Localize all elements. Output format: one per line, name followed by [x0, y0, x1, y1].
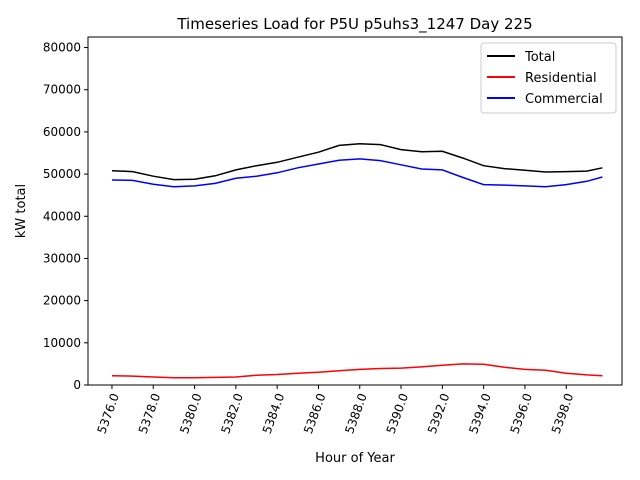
x-axis: 5376.0 5378.0 5380.0 5382.0 5384.0 5386.0 5388… — [95, 385, 577, 436]
x-tick-label: 5376.0 — [95, 391, 123, 435]
x-tick-label: 5386.0 — [301, 391, 329, 435]
y-tick-label: 20000 — [43, 294, 81, 308]
series-line-total — [111, 142, 603, 181]
y-tick-label: 50000 — [43, 167, 81, 181]
y-tick-label: 0 — [73, 378, 81, 392]
x-tick-label: 5380.0 — [177, 391, 205, 435]
y-tick-label: 40000 — [43, 209, 81, 223]
x-tick-label: 5396.0 — [508, 391, 536, 435]
y-axis-label: kW total — [14, 184, 29, 238]
y-tick-label: 70000 — [43, 83, 81, 97]
x-tick-label: 5378.0 — [136, 391, 164, 435]
y-tick-label: 30000 — [43, 251, 81, 265]
x-tick-label: 5382.0 — [218, 391, 246, 435]
chart-title: Timeseries Load for P5U p5uhs3_1247 Day … — [176, 15, 532, 34]
x-axis-label: Hour of Year — [315, 451, 395, 466]
x-tick-label: 5388.0 — [342, 391, 370, 435]
y-tick-label: 60000 — [43, 125, 81, 139]
series-lines — [111, 142, 603, 379]
legend-label-residential: Residential — [525, 71, 597, 86]
x-tick-label: 5384.0 — [260, 391, 288, 435]
x-tick-label: 5392.0 — [425, 391, 453, 435]
x-tick-label: 5390.0 — [384, 391, 412, 435]
legend: Total Residential Commercial — [480, 42, 617, 114]
legend-box — [480, 42, 617, 114]
x-tick-label: 5398.0 — [549, 391, 577, 435]
y-tick-label: 10000 — [43, 336, 81, 350]
series-line-residential — [111, 363, 603, 379]
plot-frame — [87, 36, 623, 386]
x-tick-label: 5394.0 — [466, 391, 494, 435]
y-tick-label: 80000 — [43, 41, 81, 55]
series-line-commercial — [111, 158, 603, 188]
y-axis: 0 10000 20000 30000 40000 50000 60000 70000 8000… — [43, 41, 88, 392]
legend-label-commercial: Commercial — [525, 92, 603, 107]
legend-label-total: Total — [524, 50, 555, 65]
